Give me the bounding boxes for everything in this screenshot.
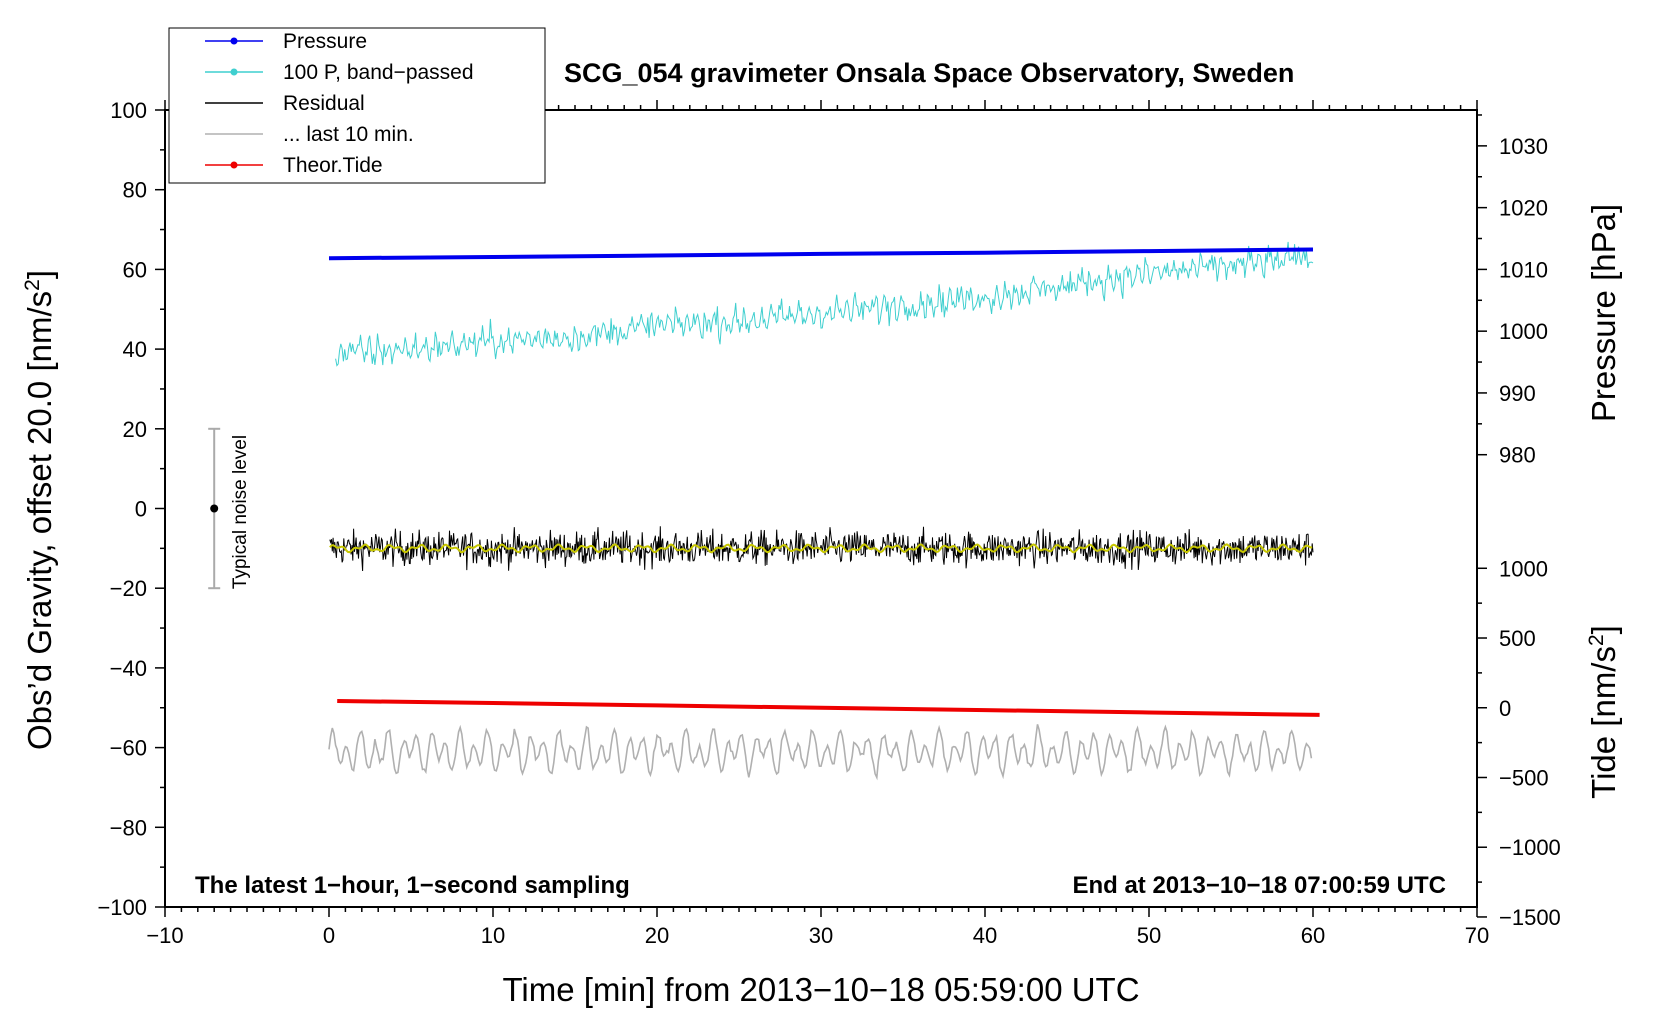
y-tick-label-left: −80 [110,815,147,840]
x-tick-label: −10 [146,923,183,948]
legend-box [168,27,546,184]
y-tick-label-tide: −1500 [1499,905,1561,930]
legend-label: 100 P, band−passed [283,61,474,84]
y-tick-label-pressure: 1010 [1499,257,1548,282]
y-tick-label-pressure: 990 [1499,381,1536,406]
x-tick-label: 70 [1465,923,1489,948]
y-axis-title-left-sup: 2 [21,279,44,291]
series-line-band-passed [335,241,1314,367]
y-axis-title-left: Obs’d Gravity, offset 20.0 [nm/s2] [21,270,58,750]
legend-marker [230,161,238,169]
plot-frame [164,109,1478,908]
legend-label: Residual [283,92,365,115]
annotation-bottom-right: End at 2013−10−18 07:00:59 UTC [1072,872,1446,899]
legend-marker [230,68,238,76]
y-tick-label-tide: 1000 [1499,556,1548,581]
y-tick-label-left: 80 [123,178,147,203]
x-tick-label: 0 [323,923,335,948]
y-tick-label-left: −40 [110,656,147,681]
y-tick-label-left: −100 [97,895,147,920]
series-line-last-10-min [328,724,1313,781]
legend-label: Pressure [283,30,367,53]
noise-label: Typical noise level [230,435,251,589]
series-line-residual [329,526,1314,572]
y-tick-label-pressure: 1020 [1499,196,1548,221]
x-tick-label: 50 [1137,923,1161,948]
x-tick-label: 10 [481,923,505,948]
legend: Pressure 100 P, band−passed Residual ... la… [168,27,546,184]
y-axis-title-pressure: Pressure [hPa] [1585,204,1622,422]
y-axis-title-tide-sup: 2 [1585,634,1608,646]
annotation-bottom-left: The latest 1−hour, 1−second sampling [195,872,630,899]
series-line-pressure [328,247,1314,261]
series-line-smoothed-residual [329,543,1313,554]
y-axis-title-left-end: ] [21,270,58,279]
x-tick-label: 60 [1301,923,1325,948]
data-layer [328,241,1320,781]
axes-layer: −10 0 10 20 30 40 50 60 70100806040200−20−40−60−… [97,98,1560,948]
x-tick-label: 20 [645,923,669,948]
y-tick-label-left: 0 [135,497,147,522]
legend-label: ... last 10 min. [283,123,414,146]
y-tick-label-left: 60 [123,257,147,282]
y-axis-title-tide-main: Tide [nm/s [1585,646,1622,799]
x-tick-label: 30 [809,923,833,948]
y-tick-label-left: −20 [110,576,147,601]
noise-indicator: Typical noise level [208,427,251,590]
y-axis-title-tide: Tide [nm/s2] [1585,625,1622,799]
chart-title: SCG_054 gravimeter Onsala Space Observat… [564,58,1294,88]
y-axis-title-left-main: Obs’d Gravity, offset 20.0 [nm/s [21,291,58,750]
y-tick-label-pressure: 980 [1499,443,1536,468]
y-axis-title-tide-end: ] [1585,625,1622,634]
y-tick-label-pressure: 1030 [1499,134,1548,159]
legend-marker [230,37,238,45]
series-line-theor-tide [337,699,1320,717]
y-tick-label-tide: 0 [1499,696,1511,721]
noise-center-dot [210,504,219,513]
y-tick-label-pressure: 1000 [1499,319,1548,344]
x-axis-title: Time [min] from 2013−10−18 05:59:00 UTC [502,971,1139,1008]
y-tick-label-left: 40 [123,337,147,362]
y-tick-label-left: 20 [123,417,147,442]
y-tick-label-tide: −500 [1499,765,1549,790]
y-tick-label-left: −60 [110,736,147,761]
y-tick-label-left: 100 [110,98,147,123]
legend-label: Theor.Tide [283,154,383,177]
y-tick-label-tide: −1000 [1499,835,1561,860]
x-tick-label: 40 [973,923,997,948]
y-tick-label-tide: 500 [1499,626,1536,651]
